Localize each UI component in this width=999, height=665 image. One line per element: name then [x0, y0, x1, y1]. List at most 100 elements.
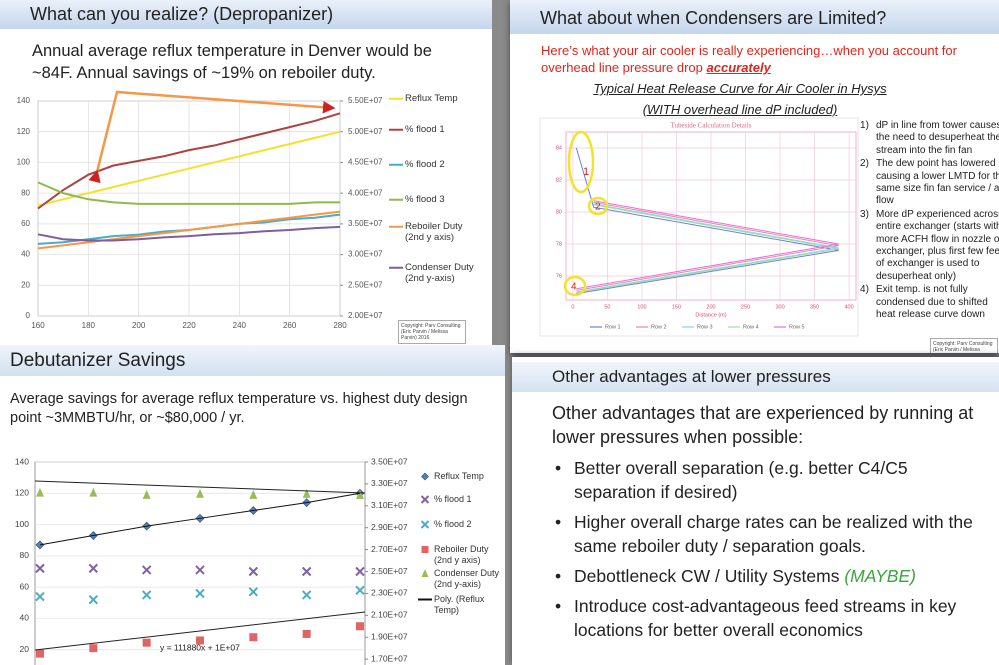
chart-title: Tubeside Calculation Details: [670, 122, 751, 130]
heading-line: Typical Heat Release Curve for Air Coole…: [593, 81, 887, 96]
y2-tick-label: 3.10E+07: [371, 500, 408, 510]
copyright: Copyright: Parv Consulting (Eric Parvin …: [930, 338, 998, 353]
y2-tick-label: 2.50E+07: [348, 280, 383, 289]
copyright: Copyright: Parv Consulting (Eric Parvin …: [398, 320, 466, 344]
y2-tick-label: 5.50E+07: [348, 96, 383, 105]
marker: [249, 633, 258, 642]
y2-tick-label: 2.00E+07: [348, 311, 383, 320]
legend-entry: Reboiler Duty (2nd y axis): [389, 221, 481, 243]
legend-entry: Reflux Temp: [389, 93, 481, 105]
bullet: Higher overall charge rates can be reali…: [552, 510, 987, 558]
legend-swatch: [389, 97, 403, 100]
annotation-circle: [567, 130, 595, 194]
marker: [356, 622, 364, 631]
legend-label: % flood 1: [434, 494, 472, 504]
x-tick-label: 100: [637, 304, 646, 310]
legend-label: Row 4: [743, 324, 759, 330]
marker: [35, 563, 45, 574]
slide-text: Average savings for average reflux tempe…: [10, 391, 468, 426]
series-line: [575, 147, 839, 295]
x-tick-label: 240: [233, 321, 247, 330]
marker: [420, 495, 430, 504]
marker: [142, 490, 151, 499]
trend-equation: y = 111880x + 1E+07: [160, 642, 240, 652]
x-tick-label: 180: [82, 321, 96, 330]
x-tick-label: 400: [845, 304, 854, 310]
y-tick-label: 0: [26, 311, 31, 320]
y-tick-label: 100: [17, 158, 31, 167]
y2-tick-label: 2.10E+07: [371, 610, 408, 620]
slide-text: Annual average reflux temperature in Den…: [32, 42, 432, 82]
bullets: Better overall separation (e.g. better C…: [552, 456, 987, 642]
marker: [36, 649, 44, 658]
legend-label: Reflux Temp: [434, 471, 484, 481]
y-tick-label: 60: [21, 219, 30, 228]
legend-entry: % flood 3: [389, 194, 481, 206]
x-tick-label: 160: [31, 321, 45, 330]
slide: Debutanizer Savings Average savings for …: [0, 345, 505, 665]
marker: [88, 563, 99, 574]
marker: [301, 590, 312, 600]
y-tick-label: 80: [20, 550, 30, 560]
annotation-arrow: [88, 90, 336, 184]
y-tick-label: 120: [17, 127, 31, 136]
bullet: Introduce cost-advantageous feed streams…: [552, 594, 987, 642]
y2-tick-label: 2.70E+07: [371, 544, 408, 554]
slide-title: What can you realize? (Depropanizer): [0, 0, 492, 29]
slide-title: Other advantages at lower pressures: [512, 362, 999, 392]
y2-tick-label: 3.50E+07: [371, 456, 408, 466]
series-line: [576, 200, 839, 290]
bullet-emphasis: (MAYBE): [844, 566, 916, 586]
series-line: [576, 203, 839, 293]
marker: [89, 644, 98, 653]
intro-emphasis: accurately: [706, 60, 771, 75]
marker: [301, 566, 312, 577]
annotation-circle: [563, 275, 587, 297]
legend-swatch: [389, 128, 403, 131]
legend-label: Condenser Duty (2nd y-axis): [434, 568, 500, 589]
series-line: [37, 181, 340, 205]
note: The dew point has lowered causing a lowe…: [860, 158, 999, 207]
trend-line: [39, 492, 361, 546]
marker: [88, 594, 99, 605]
slide: Other advantages at lower pressures Othe…: [512, 357, 999, 665]
series-line: [576, 204, 839, 294]
y-tick-label: 100: [15, 519, 29, 529]
legend-label: Row 1: [605, 324, 621, 330]
series-line: [576, 201, 839, 291]
y2-tick-label: 3.50E+07: [348, 219, 383, 228]
legend-label: Reboiler Duty (2nd y axis): [405, 221, 463, 243]
marker: [36, 487, 44, 497]
y-tick-label: 40: [21, 250, 30, 259]
legend-swatch: [418, 598, 432, 601]
inset-frame: [539, 117, 859, 337]
legend-label: Reflux Temp: [405, 93, 458, 104]
x-tick-label: 350: [810, 304, 819, 310]
intro-text: Here’s what your air cooler is really ex…: [541, 43, 957, 75]
y-tick-label: 80: [21, 188, 30, 197]
y-tick-label: 80: [556, 209, 562, 215]
legend-swatch: [389, 266, 403, 269]
marker: [302, 629, 311, 638]
marker: [142, 638, 151, 647]
legend-entry: % flood 2: [389, 159, 481, 171]
chart: 76 78 80 82 84 0 50 100 150 200 250 300 350 400 Tubesi…: [556, 122, 857, 330]
chart: 0 20 40 60 80 100 120 140 2.00E+07 2.50E+07 3.00E+…: [17, 96, 383, 330]
slide-title: What about when Condensers are Limited?: [510, 0, 999, 34]
legend-label: % flood 2: [434, 519, 472, 529]
x-tick-label: 300: [775, 304, 784, 310]
y2-tick-label: 4.50E+07: [348, 158, 383, 167]
marker: [420, 520, 430, 529]
y2-tick-label: 1.70E+07: [371, 653, 408, 663]
marker: [89, 487, 98, 497]
y-tick-label: 140: [15, 456, 29, 466]
legend-entry: Condenser Duty (2nd y-axis): [418, 568, 500, 589]
marker: [195, 565, 205, 575]
legend-entry: Reflux Temp: [418, 471, 500, 482]
marker: [355, 585, 365, 595]
x-tick-label: 200: [132, 321, 146, 330]
chart: 20 40 60 80 100 120 140 1.70E+07 1.90E+07 2.10E+0…: [15, 456, 408, 665]
marker: [355, 566, 365, 577]
